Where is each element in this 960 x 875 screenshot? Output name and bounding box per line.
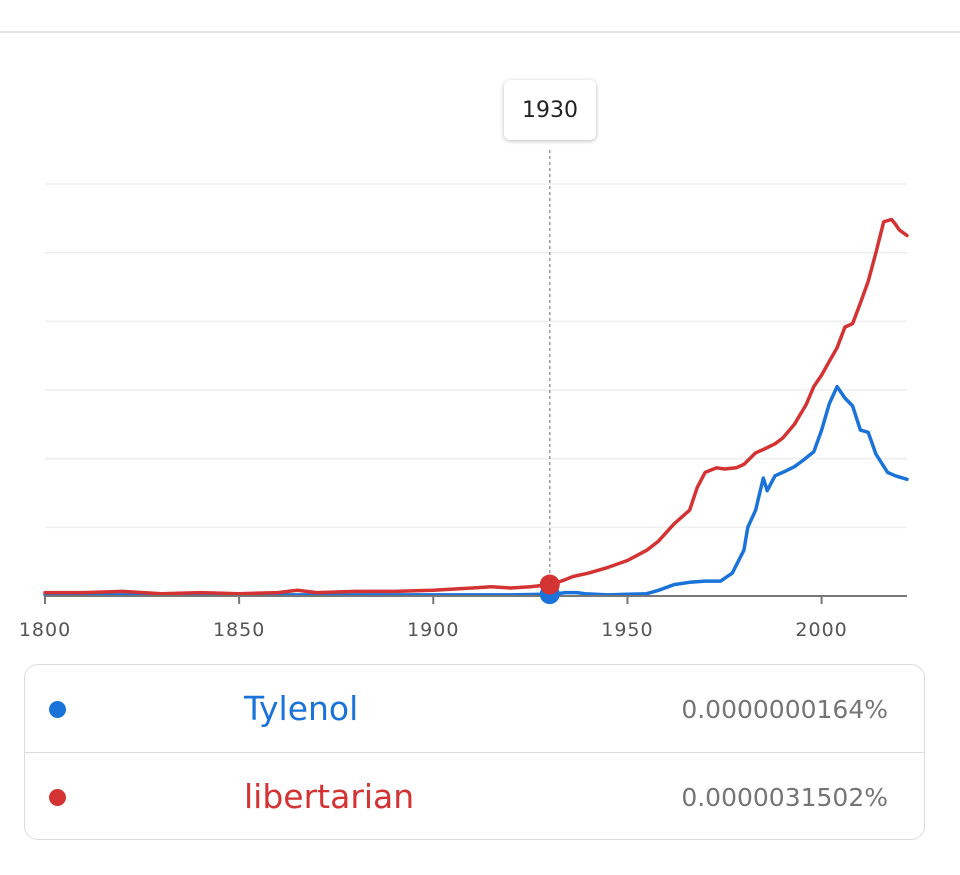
grid-lines — [45, 183, 907, 529]
series-line-tylenol — [43, 384, 909, 597]
tylenol-dot-icon — [49, 701, 66, 718]
legend: Tylenol 0.0000000164% libertarian 0.0000… — [24, 664, 925, 840]
legend-name[interactable]: libertarian — [244, 777, 415, 816]
hover-year-tooltip: 1930 — [504, 80, 596, 140]
x-axis: 1800 1850 1900 1950 2000 — [19, 595, 907, 641]
libertarian-dot-icon — [49, 789, 66, 806]
x-tick-label: 2000 — [795, 619, 847, 641]
legend-row-libertarian[interactable]: libertarian 0.0000031502% — [25, 752, 924, 839]
x-tick-label: 1800 — [19, 619, 71, 641]
x-tick-label: 1950 — [601, 619, 653, 641]
legend-value: 0.0000000164% — [681, 695, 888, 724]
series-lines — [43, 217, 909, 597]
x-tick-label: 1900 — [407, 619, 459, 641]
legend-value: 0.0000031502% — [681, 783, 888, 812]
top-divider — [0, 31, 960, 33]
hover-markers — [539, 574, 560, 605]
legend-name[interactable]: Tylenol — [244, 689, 359, 728]
ngram-line-chart[interactable]: 1800 1850 1900 1950 2000 — [0, 60, 960, 660]
series-line-libertarian — [43, 217, 909, 596]
hover-marker-libertarian — [539, 574, 560, 595]
x-tick-label: 1850 — [213, 619, 265, 641]
legend-row-tylenol[interactable]: Tylenol 0.0000000164% — [25, 665, 924, 752]
